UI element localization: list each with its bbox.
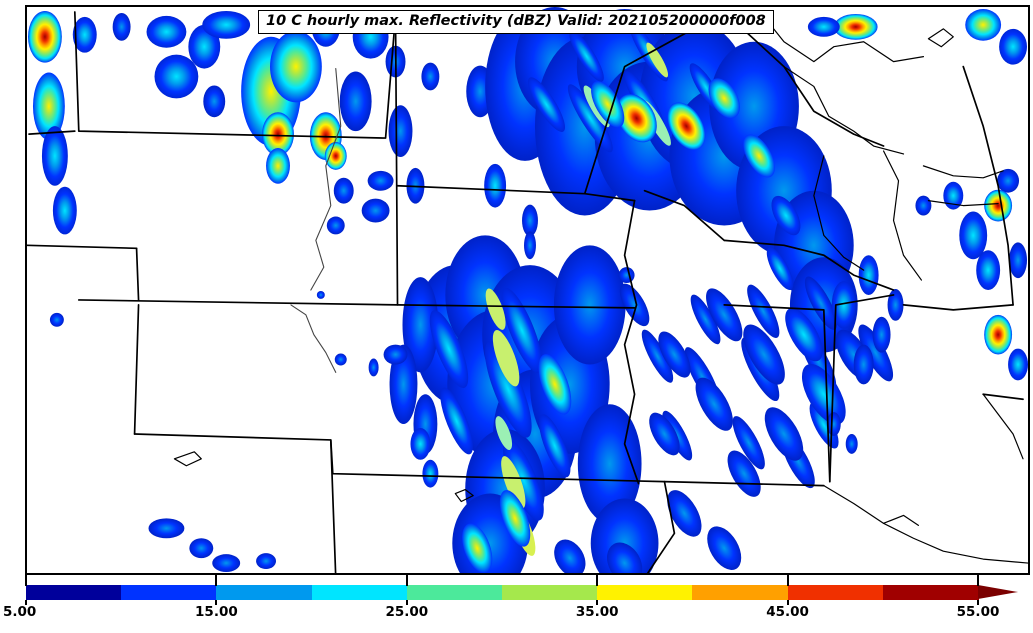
colorbar-tick: [977, 575, 979, 586]
colorbar-tick-label: 45.00: [766, 604, 809, 620]
colorbar-tick: [215, 575, 218, 586]
radar-scattered-east: [826, 255, 904, 454]
colorbar-tick: [25, 575, 27, 586]
radar-band-central-plains: [389, 235, 659, 573]
colorbar-tick: [215, 600, 218, 605]
radar-cluster-northwest: [27, 10, 251, 235]
reflectivity-field: [27, 7, 1028, 573]
colorbar-tick-label: 35.00: [575, 604, 619, 620]
colorbar-segment: [311, 585, 408, 600]
map-frame: [25, 5, 1030, 575]
radar-streaks-east-2: [554, 283, 872, 573]
colorbar-segment: [121, 585, 217, 600]
colorbar-segment: [502, 585, 598, 600]
map-title-text: 10 C hourly max. Reflectivity (dBZ) Vali…: [266, 13, 766, 29]
colorbar-segment: [406, 585, 503, 600]
colorbar-tick: [596, 575, 599, 586]
colorbar-tick: [596, 600, 599, 605]
radar-scattered-southwest: [49, 216, 635, 573]
colorbar-segment: [216, 585, 313, 600]
colorbar-tick: [25, 600, 27, 605]
colorbar-segment: [882, 585, 979, 600]
colorbar-tick-label: 55.00: [956, 604, 1000, 620]
colorbar-tick-label: 25.00: [385, 604, 429, 620]
colorbar-segment: [597, 585, 693, 600]
coastlines-and-lakes: [173, 16, 1028, 564]
radar-cluster-great-lakes: [807, 8, 1028, 381]
colorbar-tick: [786, 600, 789, 605]
colorbar-gradient: [26, 585, 979, 600]
colorbar-tick: [405, 600, 408, 605]
map-title: 10 C hourly max. Reflectivity (dBZ) Vali…: [258, 10, 774, 35]
colorbar-segment: [26, 585, 122, 600]
colorbar: 5.00 15.00 25.00 35.00 45.00 55.00: [0, 575, 1033, 633]
colorbar-segment: [692, 585, 789, 600]
colorbar-tick: [405, 575, 408, 586]
colorbar-segment: [787, 585, 884, 600]
colorbar-tick: [977, 600, 979, 605]
reflectivity-map: [27, 7, 1028, 573]
colorbar-over-arrow: [978, 585, 1018, 599]
radar-cluster-northern-plains-west: [241, 10, 538, 237]
colorbar-tick-label: 15.00: [195, 604, 238, 620]
colorbar-tick: [786, 575, 789, 586]
colorbar-tick-label: 5.00: [3, 604, 37, 620]
